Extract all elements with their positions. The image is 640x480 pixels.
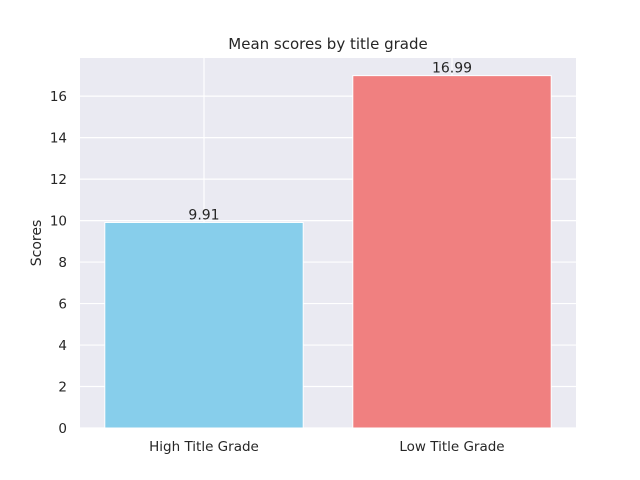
bar	[104, 221, 304, 429]
y-tick-label: 12	[50, 172, 67, 188]
y-tick-label: 8	[58, 255, 67, 271]
bars	[104, 75, 552, 429]
y-tick-label: 0	[58, 421, 67, 437]
bar	[352, 75, 552, 429]
data-labels: 9.91 16.99	[188, 61, 472, 224]
bar-value-label: 9.91	[188, 207, 219, 223]
y-axis-label: Scores	[29, 220, 45, 267]
y-tick-label: 2	[58, 380, 67, 396]
y-tick-label: 6	[58, 297, 67, 313]
y-tick-label: 10	[50, 214, 67, 230]
x-tick-label: High Title Grade	[149, 439, 259, 455]
y-tick-label: 16	[50, 89, 67, 105]
x-tick-labels: High Title Grade Low Title Grade	[149, 439, 504, 455]
chart-title: Mean scores by title grade	[228, 35, 427, 53]
y-tick-label: 4	[58, 338, 67, 354]
y-tick-labels: 0 2 4 6 8 10 12 14 16	[50, 89, 67, 437]
bar-value-label: 16.99	[432, 61, 472, 77]
y-tick-label: 14	[50, 131, 67, 147]
x-tick-label: Low Title Grade	[399, 439, 504, 455]
